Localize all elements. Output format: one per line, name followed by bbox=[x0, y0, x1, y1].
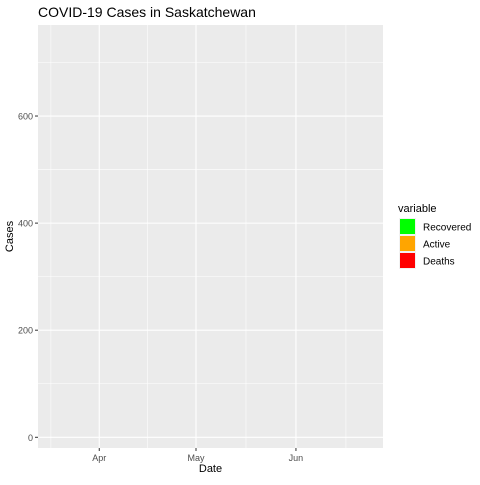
y-axis-label: Cases bbox=[4, 220, 16, 252]
x-tick-label: Apr bbox=[92, 453, 106, 463]
y-tick-label: 0 bbox=[28, 433, 33, 443]
x-tick-label: Jun bbox=[289, 453, 304, 463]
chart-title: COVID-19 Cases in Saskatchewan bbox=[38, 4, 256, 20]
legend-label-deaths: Deaths bbox=[423, 257, 455, 268]
y-tick-label: 600 bbox=[18, 112, 33, 122]
plot-panel bbox=[38, 25, 383, 448]
y-tick-label: 400 bbox=[18, 219, 33, 229]
y-tick-label: 200 bbox=[18, 326, 33, 336]
x-axis: Apr May Jun bbox=[92, 448, 303, 463]
x-axis-label: Date bbox=[199, 463, 222, 475]
x-tick-label: May bbox=[187, 453, 205, 463]
legend-label-active: Active bbox=[423, 240, 451, 251]
legend-key-recovered bbox=[400, 219, 415, 234]
legend-title: variable bbox=[398, 203, 437, 215]
grid-minor bbox=[38, 25, 383, 448]
legend-key-deaths bbox=[400, 253, 415, 268]
legend: variable Recovered Active Deaths bbox=[398, 203, 471, 269]
grid-major bbox=[38, 25, 383, 448]
legend-label-recovered: Recovered bbox=[423, 223, 471, 234]
legend-key-active bbox=[400, 236, 415, 251]
y-axis: 0 200 400 600 bbox=[18, 112, 38, 443]
